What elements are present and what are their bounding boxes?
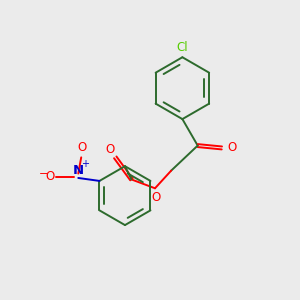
Text: O: O bbox=[77, 141, 86, 154]
Text: O: O bbox=[227, 141, 236, 154]
Text: O: O bbox=[45, 170, 54, 183]
Text: O: O bbox=[105, 143, 115, 156]
Text: +: + bbox=[81, 159, 89, 169]
Text: O: O bbox=[151, 190, 160, 204]
Text: −: − bbox=[39, 169, 48, 178]
Text: N: N bbox=[73, 164, 84, 176]
Text: Cl: Cl bbox=[177, 41, 188, 54]
